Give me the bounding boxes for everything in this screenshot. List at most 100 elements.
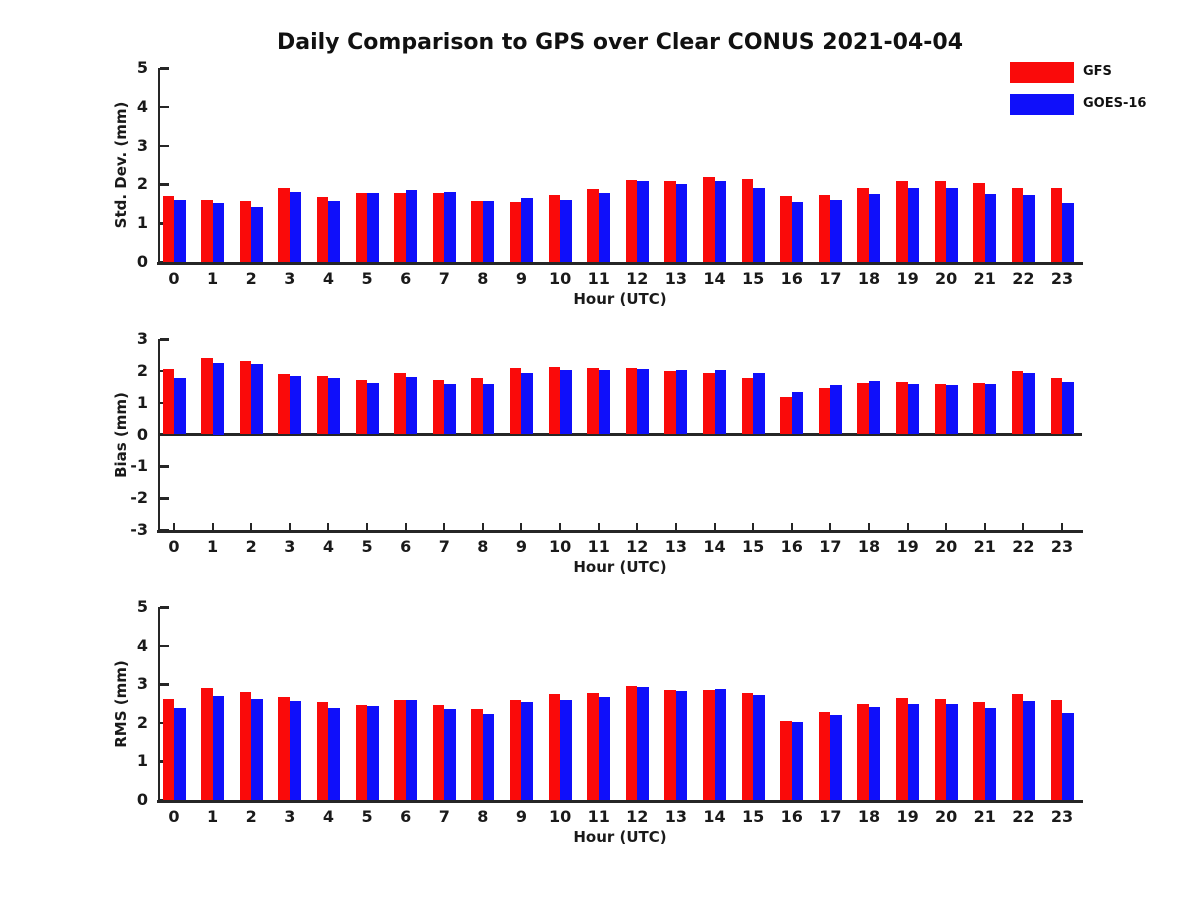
bar-gfs bbox=[278, 187, 290, 262]
x-tick-label: 2 bbox=[245, 269, 257, 288]
x-tick-label: 5 bbox=[361, 269, 373, 288]
x-tick bbox=[481, 255, 484, 262]
bar-goes-16 bbox=[367, 192, 379, 262]
bar-goes-16 bbox=[637, 687, 649, 800]
x-tick-label: 19 bbox=[896, 807, 919, 826]
x-tick bbox=[173, 255, 175, 262]
bar-gfs bbox=[162, 196, 174, 262]
bar-goes-16 bbox=[830, 200, 842, 262]
x-tick bbox=[829, 255, 832, 262]
bar-gfs bbox=[896, 697, 908, 800]
bar-goes-16 bbox=[367, 382, 379, 435]
bar-goes-16 bbox=[598, 696, 611, 800]
bar-gfs bbox=[239, 200, 252, 262]
bar-gfs bbox=[780, 720, 792, 800]
bar-gfs bbox=[471, 377, 483, 435]
y-tick-label: 1 bbox=[136, 751, 148, 771]
x-tick-label: 13 bbox=[664, 269, 688, 288]
bar-goes-16 bbox=[868, 381, 881, 435]
x-tick-label: 6 bbox=[400, 537, 412, 556]
x-tick bbox=[288, 523, 291, 530]
x-tick-label: 0 bbox=[168, 807, 180, 826]
bar-gfs bbox=[509, 202, 522, 262]
bar-gfs bbox=[625, 367, 638, 435]
x-tick-label: 19 bbox=[896, 537, 919, 556]
y-axis bbox=[157, 339, 160, 533]
bar-gfs bbox=[818, 195, 831, 262]
bar-goes-16 bbox=[212, 203, 225, 262]
x-tick bbox=[1061, 793, 1064, 800]
x-tick-label: 3 bbox=[284, 807, 296, 826]
bar-goes-16 bbox=[251, 698, 263, 800]
bar-goes-16 bbox=[946, 385, 958, 435]
x-tick-label: 9 bbox=[515, 537, 528, 556]
x-tick-label: 16 bbox=[780, 807, 803, 826]
x-tick bbox=[404, 523, 407, 530]
bar-goes-16 bbox=[251, 206, 263, 262]
bar-goes-16 bbox=[637, 180, 649, 262]
x-tick-label: 14 bbox=[703, 537, 726, 556]
x-tick bbox=[636, 793, 639, 800]
bar-goes-16 bbox=[482, 200, 495, 262]
y-tick bbox=[160, 683, 169, 686]
x-tick bbox=[636, 523, 639, 530]
goes16-color-swatch bbox=[1010, 94, 1074, 115]
x-tick bbox=[713, 255, 716, 262]
y-tick bbox=[160, 606, 169, 609]
x-tick-label: 20 bbox=[935, 807, 958, 826]
y-tick bbox=[160, 497, 169, 500]
bar-goes-16 bbox=[1023, 373, 1035, 435]
x-tick bbox=[674, 255, 677, 262]
bar-gfs bbox=[509, 367, 522, 435]
x-tick bbox=[790, 255, 793, 262]
x-tick bbox=[559, 523, 562, 530]
x-tick-label: 21 bbox=[973, 537, 996, 556]
x-tick-label: 13 bbox=[664, 807, 688, 826]
x-tick-label: 14 bbox=[703, 269, 726, 288]
x-axis-label: Hour (UTC) bbox=[573, 558, 667, 576]
bar-gfs bbox=[741, 179, 754, 262]
x-tick bbox=[829, 793, 832, 800]
bar-gfs bbox=[316, 375, 329, 435]
bar-goes-16 bbox=[791, 722, 804, 800]
x-tick-label: 1 bbox=[207, 807, 219, 826]
bar-gfs bbox=[703, 689, 715, 800]
x-tick-label: 11 bbox=[587, 537, 610, 556]
bar-gfs bbox=[664, 371, 676, 435]
x-tick bbox=[867, 793, 870, 800]
bar-gfs bbox=[780, 196, 792, 262]
x-tick bbox=[443, 523, 446, 530]
x-tick bbox=[1022, 255, 1025, 262]
bar-goes-16 bbox=[907, 188, 920, 262]
bar-gfs bbox=[664, 181, 676, 262]
bar-gfs bbox=[1011, 187, 1024, 262]
x-tick bbox=[983, 793, 986, 800]
bar-goes-16 bbox=[521, 373, 533, 435]
bar-goes-16 bbox=[830, 715, 842, 800]
x-tick bbox=[481, 523, 484, 530]
x-tick bbox=[211, 793, 214, 800]
y-tick bbox=[160, 261, 169, 264]
bar-goes-16 bbox=[482, 713, 495, 800]
x-tick-label: 17 bbox=[819, 537, 842, 556]
x-tick bbox=[366, 793, 369, 800]
y-tick-label: -1 bbox=[130, 456, 148, 476]
x-tick bbox=[597, 523, 600, 530]
legend-label-gfs: GFS bbox=[1083, 64, 1112, 79]
x-tick-label: 20 bbox=[935, 269, 958, 288]
bar-goes-16 bbox=[174, 199, 186, 262]
y-tick-label: 2 bbox=[136, 712, 148, 732]
x-tick-label: 23 bbox=[1050, 807, 1074, 826]
x-tick bbox=[327, 523, 330, 530]
x-tick bbox=[173, 523, 175, 530]
y-tick bbox=[160, 183, 169, 186]
x-tick-label: 12 bbox=[626, 537, 649, 556]
bar-gfs bbox=[162, 698, 174, 800]
x-tick bbox=[945, 523, 948, 530]
x-tick bbox=[790, 793, 793, 800]
bar-goes-16 bbox=[1062, 202, 1074, 262]
bar-goes-16 bbox=[328, 377, 340, 435]
bar-goes-16 bbox=[675, 690, 688, 800]
bar-gfs bbox=[355, 192, 368, 262]
